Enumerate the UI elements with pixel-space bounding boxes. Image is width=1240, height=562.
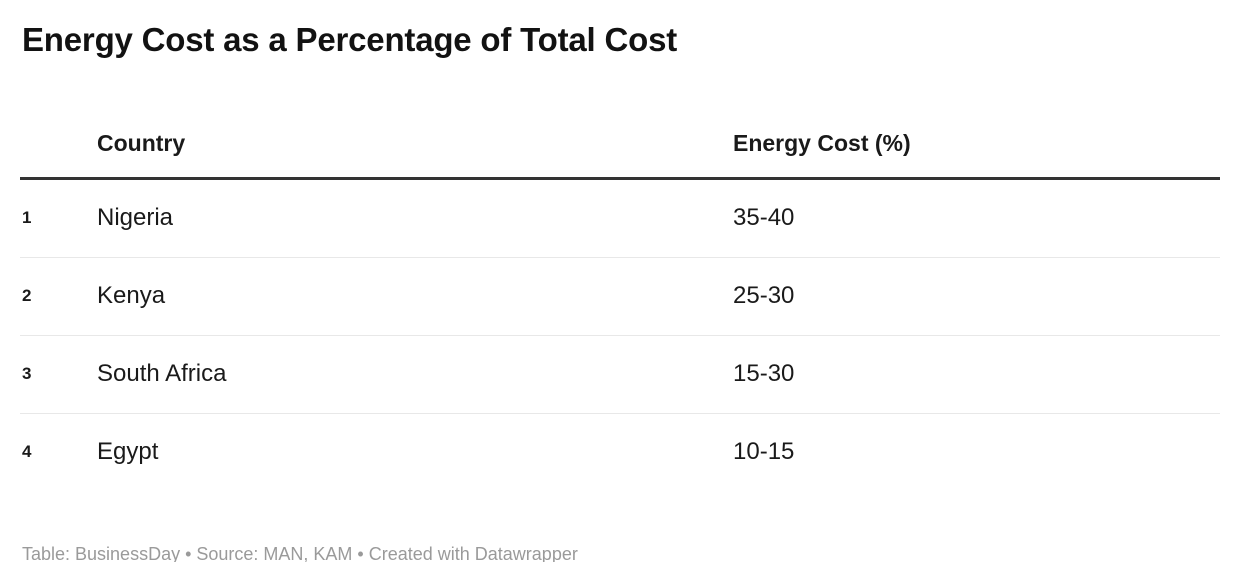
row-energy-cost: 15-30 (733, 335, 1220, 414)
row-country: Kenya (97, 257, 733, 336)
row-country: South Africa (97, 335, 733, 414)
table-row: 3 South Africa 15-30 (20, 335, 1220, 414)
table-row: 2 Kenya 25-30 (20, 257, 1220, 336)
rank-column-header (20, 110, 97, 180)
table-header-row: Country Energy Cost (%) (20, 110, 1220, 180)
row-country: Egypt (97, 438, 159, 465)
row-energy-cost: 10-15 (733, 438, 795, 465)
row-rank: 4 (22, 442, 32, 461)
row-energy-cost: 25-30 (733, 257, 1220, 336)
page-title: Energy Cost as a Percentage of Total Cos… (22, 21, 678, 58)
energy-cost-column-header: Energy Cost (%) (733, 110, 1220, 180)
attribution-footer: Table: BusinessDay • Source: MAN, KAM • … (22, 544, 578, 562)
table-row: 1 Nigeria 35-40 (20, 178, 1220, 258)
country-column-header: Country (97, 110, 733, 180)
row-rank: 3 (20, 335, 97, 414)
row-rank: 2 (20, 257, 97, 336)
row-country: Nigeria (97, 178, 733, 258)
energy-cost-table: Country Energy Cost (%) 1 Nigeria 35-40 … (20, 110, 1220, 491)
table-row: 4 Egypt 10-15 (20, 414, 1220, 492)
row-energy-cost: 35-40 (733, 178, 1220, 258)
row-rank: 1 (20, 178, 97, 258)
